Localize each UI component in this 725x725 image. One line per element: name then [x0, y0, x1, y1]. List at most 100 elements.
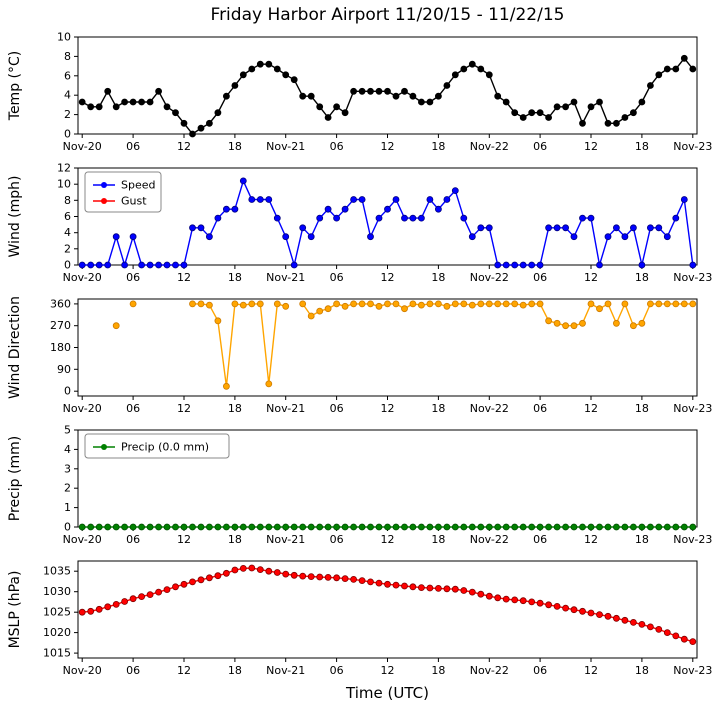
svg-text:18: 18 [431, 271, 445, 284]
svg-text:18: 18 [228, 271, 242, 284]
svg-text:8: 8 [64, 194, 71, 207]
svg-text:Nov-21: Nov-21 [266, 664, 305, 677]
x-axis-title: Time (UTC) [346, 684, 429, 702]
wind-direction-x-ticks: Nov-20 06 12 18 Nov-21 06 12 18 Nov-22 06 12 18 Nov-… [63, 396, 712, 415]
svg-text:18: 18 [635, 402, 649, 415]
svg-text:4: 4 [64, 443, 71, 456]
svg-text:6: 6 [64, 69, 71, 82]
wind-legend: Speed Gust [84, 171, 162, 213]
svg-text:18: 18 [635, 271, 649, 284]
mslp-plot: 1015 1020 1025 1030 1035 Nov-20 06 12 18 Nov-21 06… [7, 560, 712, 677]
svg-text:360: 360 [50, 297, 71, 310]
svg-text:180: 180 [50, 341, 71, 354]
svg-text:12: 12 [381, 533, 395, 546]
svg-text:18: 18 [635, 533, 649, 546]
wind-speed-chart: 0 2 4 6 8 10 12 Nov-20 06 12 18 Nov-21 06 12 18 Nov-22 0… [0, 160, 725, 291]
svg-text:1015: 1015 [43, 647, 71, 660]
svg-text:Nov-22: Nov-22 [470, 533, 509, 546]
svg-text:Nov-20: Nov-20 [63, 664, 102, 677]
temp-series-temp [78, 54, 697, 138]
svg-text:06: 06 [330, 271, 344, 284]
svg-text:2: 2 [64, 242, 71, 255]
svg-text:12: 12 [584, 271, 598, 284]
svg-text:06: 06 [330, 533, 344, 546]
svg-text:Nov-23: Nov-23 [673, 402, 712, 415]
svg-text:12: 12 [177, 271, 191, 284]
svg-text:270: 270 [50, 319, 71, 332]
svg-text:12: 12 [381, 140, 395, 153]
svg-text:3: 3 [64, 462, 71, 475]
svg-text:Nov-23: Nov-23 [673, 533, 712, 546]
weather-figure: Friday Harbor Airport 11/20/15 - 11/22/1… [0, 5, 725, 702]
svg-text:18: 18 [635, 140, 649, 153]
svg-text:06: 06 [330, 402, 344, 415]
svg-text:06: 06 [533, 271, 547, 284]
svg-text:Precip (0.0 mm): Precip (0.0 mm) [121, 441, 209, 454]
svg-text:06: 06 [126, 533, 140, 546]
svg-text:18: 18 [635, 664, 649, 677]
wind-ylabel: Wind (mph) [7, 176, 23, 258]
figure-title: Friday Harbor Airport 11/20/15 - 11/22/1… [210, 5, 565, 25]
svg-text:2: 2 [64, 482, 71, 495]
mslp-chart: 1015 1020 1025 1030 1035 Nov-20 06 12 18 Nov-21 06… [0, 553, 725, 684]
svg-text:18: 18 [228, 533, 242, 546]
svg-text:90: 90 [57, 363, 71, 376]
mslp-x-ticks: Nov-20 06 12 18 Nov-21 06 12 18 Nov-22 06 12 18 Nov-… [63, 658, 712, 677]
svg-text:12: 12 [584, 533, 598, 546]
precip-series-precip [78, 523, 697, 531]
svg-text:Nov-21: Nov-21 [266, 140, 305, 153]
svg-text:Nov-21: Nov-21 [266, 402, 305, 415]
temp-ylabel: Temp (°C) [7, 51, 23, 121]
svg-text:2: 2 [64, 108, 71, 121]
precip-chart: 0 1 2 3 4 5 Nov-20 06 12 18 Nov-21 06 12 18 Nov-22 06 12… [0, 422, 725, 553]
svg-text:12: 12 [584, 140, 598, 153]
svg-text:Nov-22: Nov-22 [470, 664, 509, 677]
wind-plot: 0 2 4 6 8 10 12 Nov-20 06 12 18 Nov-21 06 12 18 Nov-22 0… [7, 162, 712, 285]
svg-text:Gust: Gust [121, 195, 147, 208]
svg-text:18: 18 [431, 140, 445, 153]
temp-plot: 0 2 4 6 8 10 Nov-20 06 12 18 Nov-21 06 12 18 Nov-22 06 1… [7, 31, 712, 154]
svg-text:12: 12 [584, 664, 598, 677]
svg-text:06: 06 [330, 664, 344, 677]
svg-text:12: 12 [177, 140, 191, 153]
svg-text:5: 5 [64, 424, 71, 437]
svg-text:12: 12 [381, 271, 395, 284]
wind-direction-axes-box [77, 298, 698, 397]
svg-text:0: 0 [64, 259, 71, 272]
svg-text:18: 18 [431, 533, 445, 546]
svg-text:12: 12 [584, 402, 598, 415]
svg-text:18: 18 [228, 402, 242, 415]
svg-text:18: 18 [431, 402, 445, 415]
svg-text:Nov-23: Nov-23 [673, 140, 712, 153]
svg-text:Nov-23: Nov-23 [673, 271, 712, 284]
svg-text:06: 06 [126, 402, 140, 415]
svg-text:18: 18 [228, 140, 242, 153]
precip-y-ticks: 0 1 2 3 4 5 [64, 424, 78, 534]
precip-x-ticks: Nov-20 06 12 18 Nov-21 06 12 18 Nov-22 06 12 18 Nov-… [63, 527, 712, 546]
wind-direction-y-ticks: 0 90 180 270 360 [50, 297, 78, 398]
svg-text:0: 0 [64, 385, 71, 398]
svg-text:06: 06 [330, 140, 344, 153]
svg-text:1035: 1035 [43, 565, 71, 578]
svg-text:10: 10 [57, 178, 71, 191]
svg-text:8: 8 [64, 50, 71, 63]
svg-text:12: 12 [381, 402, 395, 415]
precip-legend: Precip (0.0 mm) [84, 433, 230, 459]
svg-text:Nov-22: Nov-22 [470, 140, 509, 153]
svg-text:10: 10 [57, 31, 71, 44]
mslp-ylabel: MSLP (hPa) [7, 571, 23, 649]
wind-direction-chart: 0 90 180 270 360 Nov-20 06 12 18 Nov-21 06 12 18 Nov-… [0, 291, 725, 422]
svg-text:0: 0 [64, 128, 71, 141]
svg-text:Speed: Speed [121, 179, 155, 192]
svg-text:Nov-20: Nov-20 [63, 271, 102, 284]
precip-ylabel: Precip (mm) [7, 436, 23, 521]
temp-x-ticks: Nov-20 06 12 18 Nov-21 06 12 18 Nov-22 06 12 18 Nov-… [63, 134, 712, 153]
svg-text:06: 06 [533, 402, 547, 415]
svg-text:12: 12 [177, 664, 191, 677]
svg-text:Nov-22: Nov-22 [470, 402, 509, 415]
svg-text:06: 06 [126, 140, 140, 153]
svg-text:12: 12 [177, 533, 191, 546]
temp-y-ticks: 0 2 4 6 8 10 [57, 31, 78, 141]
